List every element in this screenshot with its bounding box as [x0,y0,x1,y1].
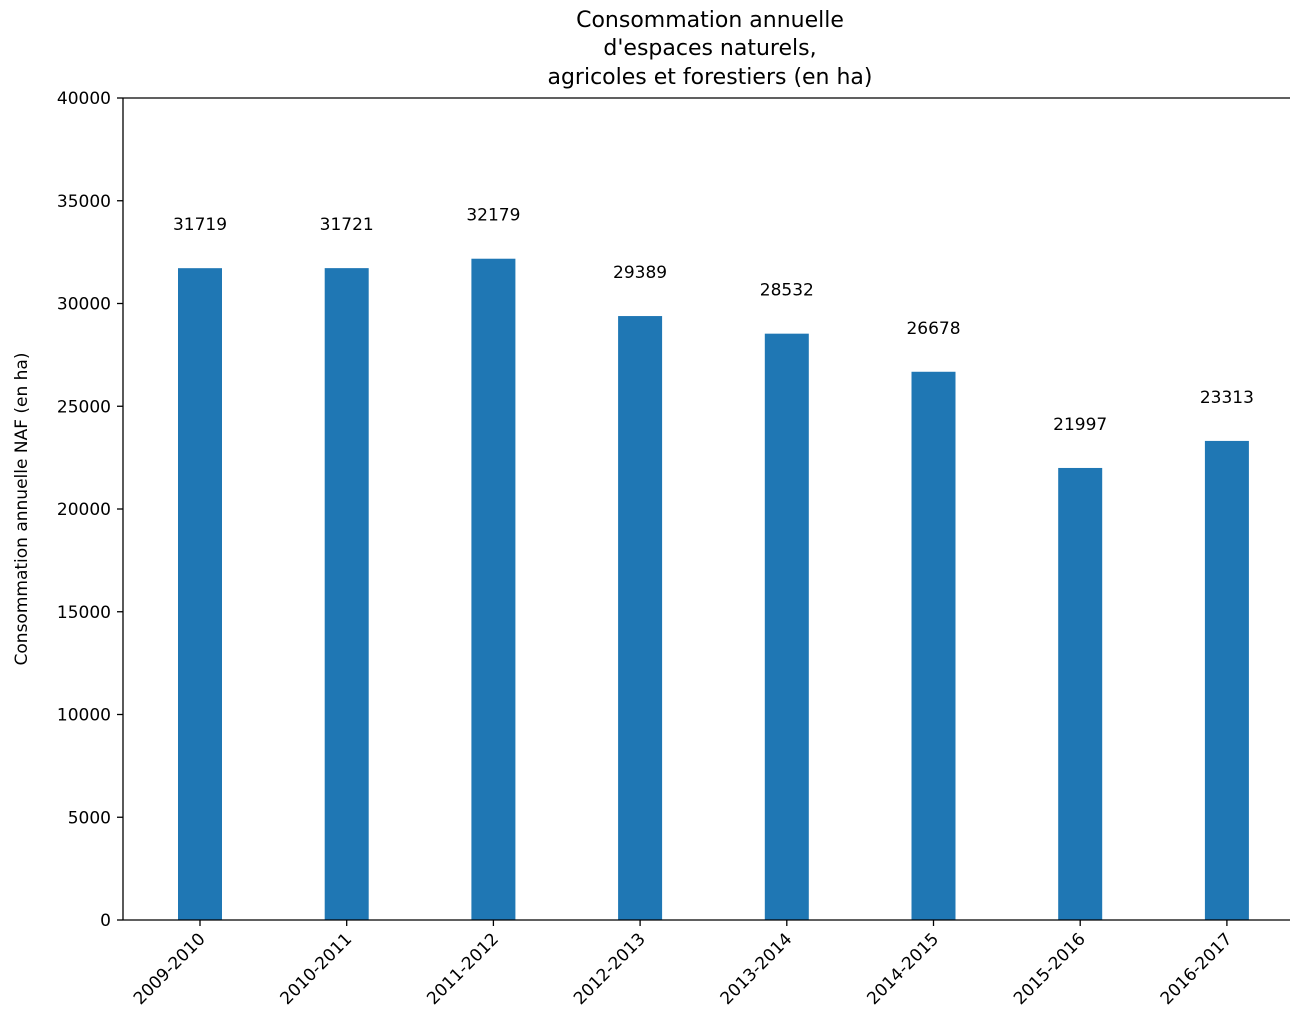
x-tick-label-2016-2017: 2016-2017 [1157,929,1237,1009]
data-label-2015-2016: 21997 [1053,415,1107,435]
x-tick-label-2012-2013: 2012-2013 [570,929,650,1009]
x-axis: 2009-2010 2010-2011 2011-2012 2012-2013 2013… [130,920,1237,1009]
data-label-2013-2014: 28532 [760,281,814,301]
x-tick-label-2013-2014: 2013-2014 [717,929,797,1009]
data-label-2012-2013: 29389 [613,263,667,283]
bar-2013-2014 [764,333,809,921]
bar-2010-2011 [324,268,369,921]
bar-2012-2013 [618,316,663,921]
data-label-2016-2017: 23313 [1200,388,1254,408]
data-label-2010-2011: 31721 [320,215,374,235]
x-tick-label-2010-2011: 2010-2011 [277,929,357,1009]
chart-title-line-3: agricoles et forestiers (en ha) [547,65,872,90]
x-tick-label-2009-2010: 2009-2010 [130,929,210,1009]
y-tick-label-35000: 35000 [57,192,111,212]
x-tick-label-2014-2015: 2014-2015 [863,929,943,1009]
y-tick-label-40000: 40000 [57,89,111,109]
bar-2011-2012 [471,258,516,920]
y-tick-label-10000: 10000 [57,706,111,726]
y-axis: 0 5000 10000 15000 20000 25000 30000 35000 40000 [57,89,123,931]
y-tick-label-25000: 25000 [57,397,111,417]
data-label-2014-2015: 26678 [906,319,960,339]
x-tick-label-2011-2012: 2011-2012 [423,929,503,1009]
x-tick-label-2015-2016: 2015-2016 [1010,929,1090,1009]
y-tick-label-30000: 30000 [57,295,111,315]
bar-2015-2016 [1058,467,1103,920]
bar-2016-2017 [1204,440,1249,920]
data-label-2011-2012: 32179 [466,206,520,226]
chart-title-line-2: d'espaces naturels, [603,36,816,61]
bar-2009-2010 [178,268,222,920]
y-tick-label-0: 0 [100,911,111,931]
data-label-2009-2010: 31719 [173,215,227,235]
y-tick-label-5000: 5000 [68,808,111,828]
y-tick-label-20000: 20000 [57,500,111,520]
data-labels-group: 31719 31721 32179 29389 28532 26678 21997 23313 [173,206,1254,435]
y-tick-label-15000: 15000 [57,603,111,623]
chart-title: Consommation annuelle d'espaces naturels… [547,8,872,90]
bars-group [178,258,1249,921]
chart-title-line-1: Consommation annuelle [576,8,844,33]
bar-2014-2015 [911,371,956,920]
y-axis-label: Consommation annuelle NAF (en ha) [12,353,32,666]
